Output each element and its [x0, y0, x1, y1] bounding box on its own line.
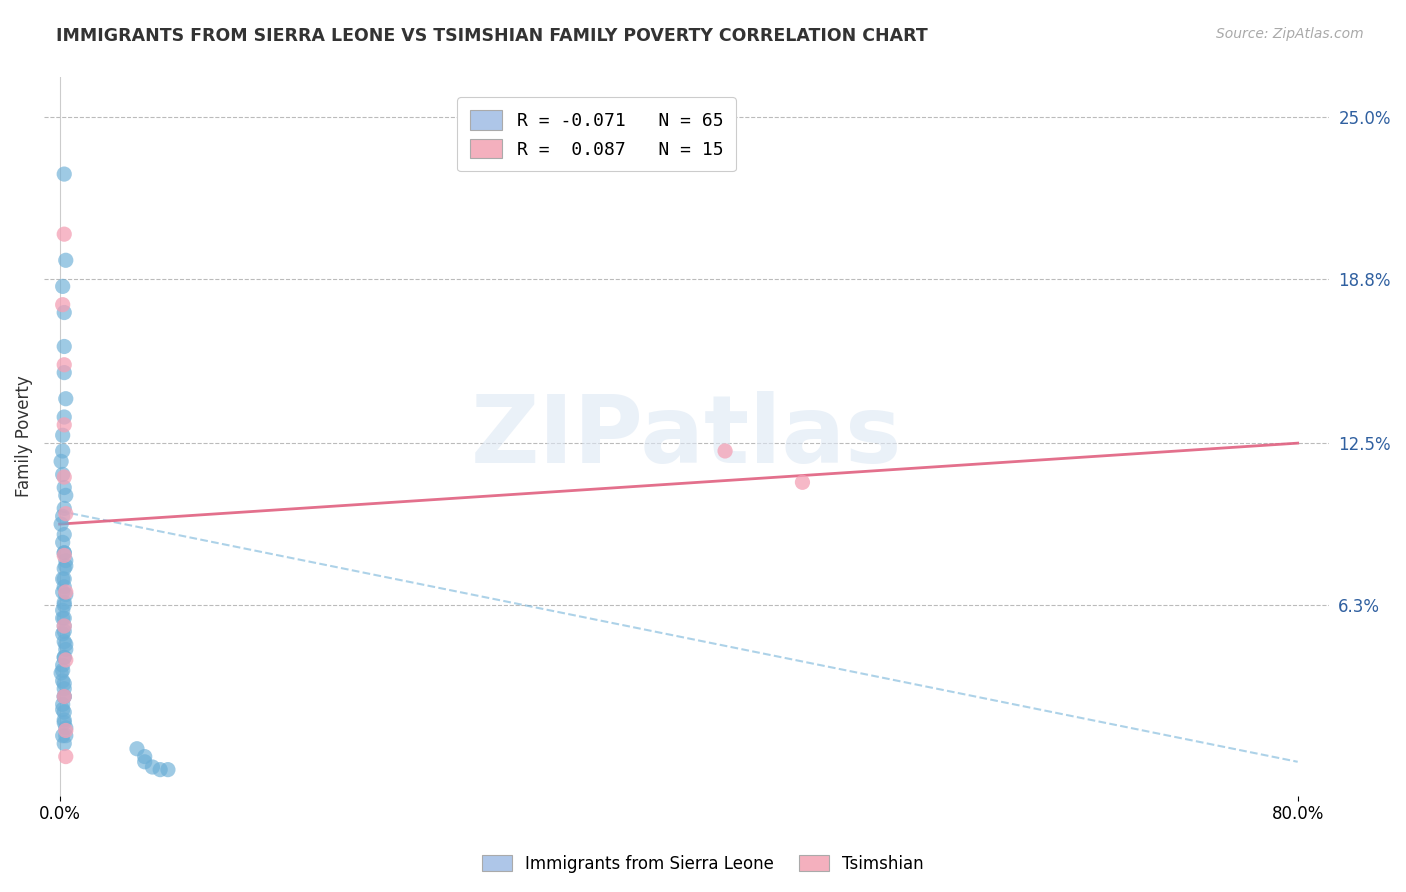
Point	[53, 549, 76, 563]
Point	[52, 572, 75, 586]
Point	[53, 305, 76, 319]
Point	[52, 279, 75, 293]
Point	[53, 611, 76, 625]
Text: IMMIGRANTS FROM SIERRA LEONE VS TSIMSHIAN FAMILY POVERTY CORRELATION CHART: IMMIGRANTS FROM SIERRA LEONE VS TSIMSHIA…	[56, 27, 928, 45]
Point	[49, 665, 72, 680]
Point	[52, 585, 75, 599]
Point	[53, 417, 76, 432]
Point	[55, 554, 77, 568]
Point	[53, 650, 76, 665]
Legend: Immigrants from Sierra Leone, Tsimshian: Immigrants from Sierra Leone, Tsimshian	[475, 848, 931, 880]
Point	[52, 658, 75, 673]
Point	[53, 598, 76, 612]
Point	[52, 702, 75, 716]
Point	[53, 634, 76, 648]
Point	[125, 741, 148, 756]
Point	[52, 298, 75, 312]
Point	[53, 501, 76, 516]
Point	[53, 676, 76, 690]
Point	[53, 624, 76, 639]
Point	[55, 588, 77, 602]
Point	[53, 481, 76, 495]
Point	[53, 470, 76, 484]
Point	[53, 713, 76, 727]
Point	[55, 721, 77, 735]
Point	[53, 366, 76, 380]
Point	[52, 467, 75, 482]
Point	[52, 664, 75, 678]
Point	[156, 763, 179, 777]
Point	[53, 167, 76, 181]
Point	[55, 507, 77, 521]
Point	[55, 253, 77, 268]
Y-axis label: Family Poverty: Family Poverty	[15, 376, 32, 498]
Point	[53, 619, 76, 633]
Point	[52, 509, 75, 524]
Point	[149, 763, 172, 777]
Point	[52, 603, 75, 617]
Text: Source: ZipAtlas.com: Source: ZipAtlas.com	[1216, 27, 1364, 41]
Point	[53, 527, 76, 541]
Point	[53, 650, 76, 665]
Point	[53, 546, 76, 560]
Point	[714, 444, 737, 458]
Point	[55, 653, 77, 667]
Point	[55, 642, 77, 657]
Point	[55, 637, 77, 651]
Point	[53, 619, 76, 633]
Point	[53, 358, 76, 372]
Point	[52, 611, 75, 625]
Point	[53, 561, 76, 575]
Point	[49, 454, 72, 468]
Text: ZIPatlas: ZIPatlas	[471, 391, 903, 483]
Point	[53, 737, 76, 751]
Point	[55, 729, 77, 743]
Point	[53, 690, 76, 704]
Point	[55, 749, 77, 764]
Point	[55, 488, 77, 502]
Legend: R = -0.071   N = 65, R =  0.087   N = 15: R = -0.071 N = 65, R = 0.087 N = 15	[457, 97, 735, 171]
Point	[53, 595, 76, 609]
Point	[53, 339, 76, 353]
Point	[53, 409, 76, 424]
Point	[53, 681, 76, 696]
Point	[53, 690, 76, 704]
Point	[55, 558, 77, 573]
Point	[134, 755, 156, 769]
Point	[49, 517, 72, 532]
Point	[55, 392, 77, 406]
Point	[53, 580, 76, 594]
Point	[53, 572, 76, 586]
Point	[52, 729, 75, 743]
Point	[53, 715, 76, 730]
Point	[55, 723, 77, 738]
Point	[55, 585, 77, 599]
Point	[53, 546, 76, 560]
Point	[52, 444, 75, 458]
Point	[52, 698, 75, 712]
Point	[141, 760, 163, 774]
Point	[52, 428, 75, 442]
Point	[52, 627, 75, 641]
Point	[52, 673, 75, 688]
Point	[53, 690, 76, 704]
Point	[53, 705, 76, 719]
Point	[792, 475, 814, 490]
Point	[52, 535, 75, 549]
Point	[134, 749, 156, 764]
Point	[53, 227, 76, 242]
